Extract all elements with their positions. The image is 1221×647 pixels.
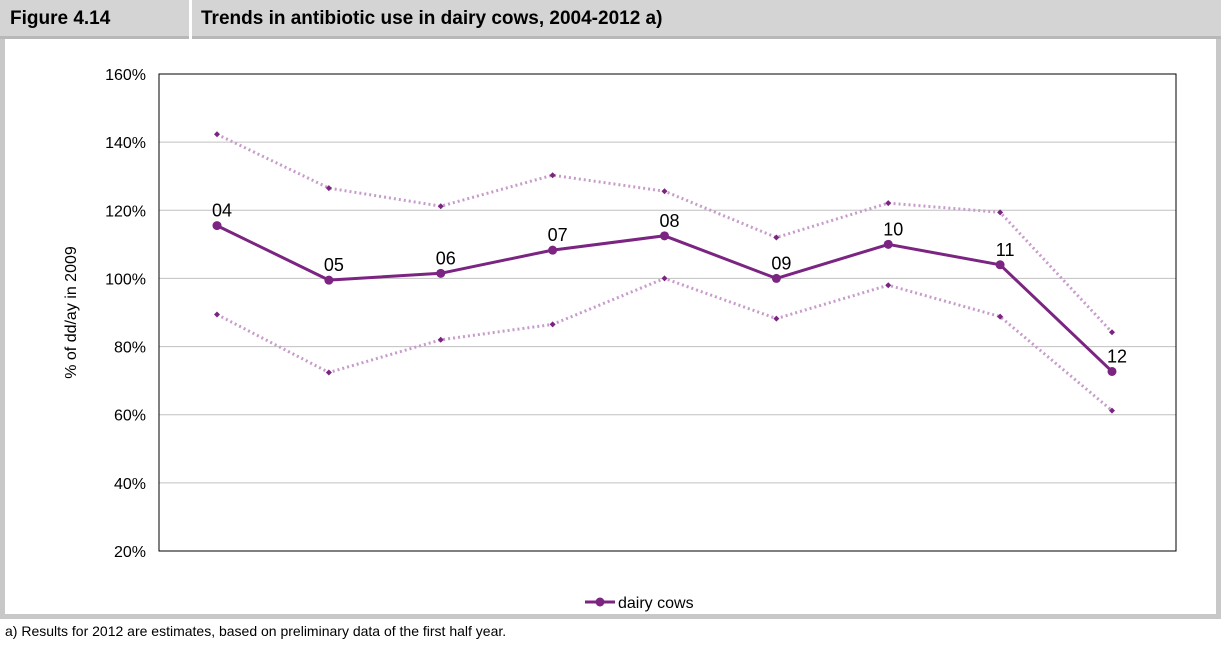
bound-marker — [214, 311, 220, 318]
bound-marker — [997, 313, 1004, 320]
dairy-cows-point — [995, 260, 1005, 270]
footnote: a) Results for 2012 are estimates, based… — [5, 623, 507, 639]
bound-marker — [885, 200, 892, 207]
line-chart: 20% 40% 60% 80% 100% 120% 140% 160% % of dd/ay i… — [63, 67, 1177, 612]
bound-marker — [325, 185, 332, 192]
lower-bound-line — [216, 276, 1113, 412]
bound-marker — [437, 336, 444, 343]
bound-marker — [997, 209, 1004, 216]
bound-marker — [1109, 407, 1115, 414]
dairy-cows-point — [548, 245, 558, 255]
data-label: 10 — [883, 219, 903, 239]
bound-marker — [549, 321, 556, 328]
bound-marker — [437, 203, 444, 210]
data-label: 11 — [996, 240, 1015, 260]
legend-marker — [595, 597, 605, 607]
data-label: 12 — [1107, 346, 1127, 366]
dairy-cows-point — [324, 275, 334, 285]
bound-marker — [661, 188, 668, 195]
bound-marker — [885, 282, 892, 289]
header-divider — [189, 0, 192, 39]
data-label: 09 — [771, 253, 791, 273]
y-tick-label: 20% — [114, 544, 146, 561]
y-tick-label: 80% — [114, 340, 146, 357]
bound-marker — [773, 234, 780, 241]
chart-frame — [0, 39, 1221, 619]
dairy-cows-point — [212, 221, 222, 231]
bound-marker — [214, 131, 220, 138]
bound-marker — [549, 172, 556, 179]
y-tick-label: 60% — [114, 408, 146, 425]
data-label: 07 — [548, 225, 568, 245]
bound-marker — [325, 369, 332, 376]
bound-marker — [773, 315, 780, 322]
y-tick-label: 120% — [105, 203, 146, 220]
figure-header: Figure 4.14 Trends in antibiotic use in … — [0, 0, 1221, 39]
dairy-cows-point — [436, 268, 446, 278]
legend-label: dairy cows — [618, 595, 694, 612]
plot-area — [158, 73, 1177, 552]
y-axis-label: % of dd/ay in 2009 — [63, 246, 80, 379]
dairy-cows-point — [771, 273, 781, 283]
dairy-cows-point — [1107, 366, 1117, 376]
data-label: 08 — [659, 211, 679, 231]
data-label: 06 — [436, 248, 456, 268]
y-tick-label: 40% — [114, 476, 146, 493]
figure-title: Trends in antibiotic use in dairy cows, … — [201, 8, 663, 29]
data-label: 05 — [324, 255, 344, 275]
y-tick-label: 160% — [105, 67, 146, 84]
figure-number: Figure 4.14 — [10, 8, 111, 29]
bound-marker — [1109, 329, 1115, 336]
dairy-cows-point — [883, 239, 893, 249]
data-label: 04 — [212, 201, 232, 221]
dairy-cows-point — [660, 231, 669, 241]
y-tick-label: 140% — [105, 135, 146, 152]
dairy-cows-line — [216, 224, 1114, 373]
bound-marker — [661, 275, 668, 282]
y-tick-label: 100% — [105, 271, 146, 288]
